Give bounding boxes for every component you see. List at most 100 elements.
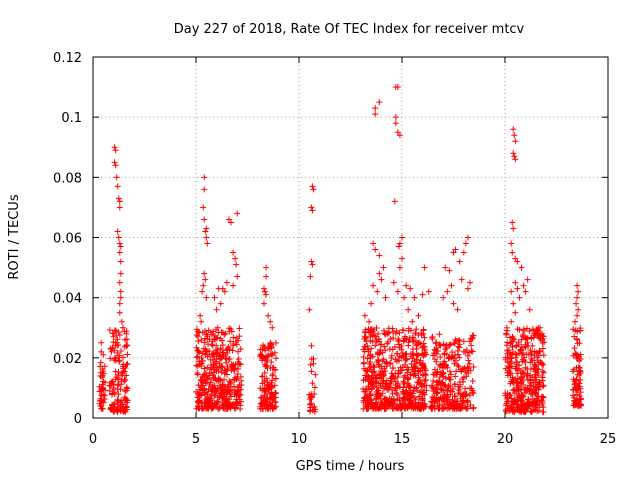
data-point — [112, 342, 119, 349]
data-point — [365, 399, 372, 406]
data-point — [377, 341, 384, 348]
data-point — [388, 355, 395, 362]
data-point — [504, 369, 511, 376]
data-point — [533, 376, 540, 383]
data-point — [383, 363, 390, 370]
data-point — [233, 341, 240, 348]
data-point — [107, 406, 114, 413]
data-point — [309, 183, 316, 190]
data-point — [115, 406, 122, 413]
data-point — [399, 234, 405, 241]
data-point — [394, 129, 401, 136]
data-point — [409, 318, 416, 325]
data-point — [363, 404, 370, 411]
data-point — [532, 389, 539, 396]
data-point — [577, 355, 584, 362]
data-point — [439, 394, 446, 401]
data-point — [209, 338, 216, 345]
data-point — [510, 380, 517, 387]
data-point — [384, 340, 391, 347]
data-point — [512, 138, 519, 145]
data-point — [409, 346, 416, 353]
data-point — [114, 228, 121, 235]
data-point — [113, 174, 120, 181]
data-point — [97, 359, 104, 366]
data-point — [117, 401, 124, 408]
data-point — [437, 385, 444, 392]
data-point — [394, 84, 401, 91]
data-point — [522, 288, 529, 295]
data-point — [395, 357, 402, 364]
data-point — [520, 326, 527, 333]
data-point — [238, 382, 245, 389]
data-point — [531, 352, 538, 359]
data-point — [363, 338, 370, 345]
data-point — [114, 336, 121, 343]
data-point — [360, 377, 367, 384]
data-point — [268, 352, 275, 359]
data-point — [385, 401, 392, 408]
data-point — [201, 402, 208, 409]
data-point — [463, 373, 470, 380]
data-point — [412, 400, 419, 407]
data-point — [229, 364, 236, 371]
data-point — [306, 306, 313, 313]
data-point — [512, 279, 519, 286]
data-point — [525, 403, 532, 410]
data-point — [231, 377, 238, 384]
data-point — [265, 312, 272, 319]
data-point — [433, 358, 440, 365]
data-point — [406, 383, 413, 390]
data-point — [380, 264, 387, 271]
data-point — [308, 258, 315, 265]
data-point — [225, 216, 232, 223]
data-point — [111, 408, 118, 415]
data-point — [540, 383, 547, 390]
data-point — [396, 329, 403, 336]
data-point — [539, 337, 546, 344]
data-point — [456, 381, 463, 388]
data-point — [271, 390, 278, 397]
data-point — [377, 399, 384, 406]
data-point — [405, 306, 412, 313]
data-point — [413, 385, 420, 392]
data-point — [411, 294, 418, 301]
data-point — [198, 355, 205, 362]
data-point — [527, 347, 534, 354]
data-point — [109, 330, 116, 337]
data-point — [269, 324, 276, 331]
data-point — [372, 246, 379, 253]
data-point — [118, 370, 125, 377]
data-point — [112, 147, 119, 154]
data-point — [398, 346, 405, 353]
data-point — [260, 300, 267, 307]
data-point — [503, 324, 510, 331]
data-point — [221, 288, 228, 295]
data-point — [210, 369, 217, 376]
y-tick-label: 0 — [74, 412, 82, 427]
data-point — [237, 402, 244, 409]
data-point — [263, 402, 270, 409]
data-point — [502, 356, 509, 363]
data-point — [107, 355, 114, 362]
data-point — [439, 364, 446, 371]
data-point — [122, 387, 129, 394]
data-point — [362, 329, 369, 336]
data-point — [539, 345, 546, 352]
data-point — [518, 336, 525, 343]
data-points — [96, 84, 585, 415]
data-point — [519, 403, 526, 410]
data-point — [502, 390, 509, 397]
data-point — [403, 390, 410, 397]
data-point — [272, 398, 279, 405]
data-point — [263, 264, 270, 271]
data-point — [381, 343, 388, 350]
data-point — [510, 150, 517, 157]
data-point — [202, 228, 209, 235]
data-point — [259, 405, 266, 412]
data-point — [406, 402, 413, 409]
data-point — [393, 405, 400, 412]
data-point — [404, 380, 411, 387]
data-point — [571, 333, 578, 340]
